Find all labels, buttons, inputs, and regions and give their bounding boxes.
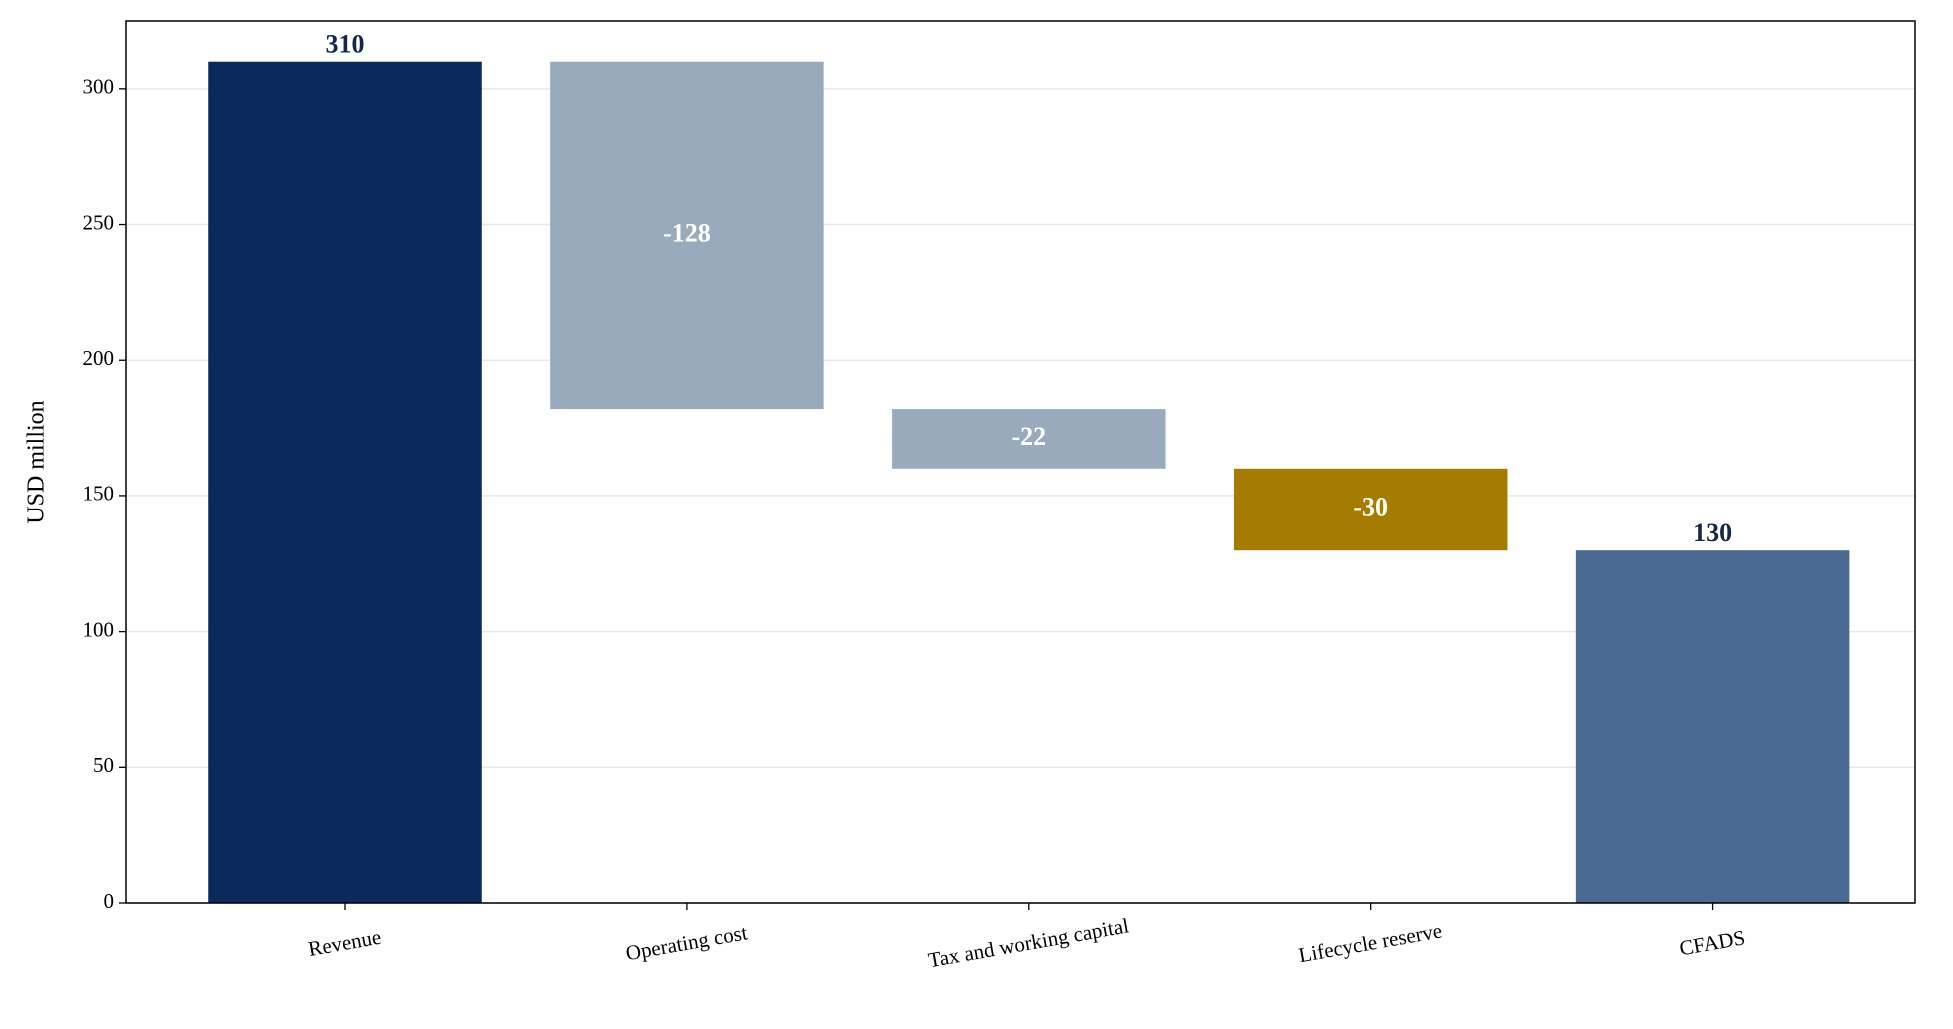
value-label: -22: [1011, 422, 1046, 451]
y-tick-label: 50: [93, 753, 114, 777]
x-tick-label: Operating cost: [624, 920, 750, 965]
y-tick-label: 250: [83, 210, 115, 234]
x-tick-label: Revenue: [306, 925, 383, 961]
y-axis-label: USD million: [24, 400, 50, 523]
y-tick-label: 0: [104, 889, 115, 913]
value-label: -128: [663, 218, 711, 247]
x-tick-label: CFADS: [1678, 925, 1747, 960]
bar: [1233, 468, 1508, 551]
plot-frame: [125, 20, 1916, 904]
value-label: 130: [1693, 518, 1732, 547]
y-tick-label: 300: [83, 75, 115, 99]
value-label: -30: [1353, 492, 1388, 521]
bar: [208, 61, 482, 903]
x-tick-label: Lifecycle reserve: [1297, 918, 1444, 967]
y-tick-label: 150: [83, 482, 115, 506]
y-tick-label: 200: [83, 346, 115, 370]
y-tick-label: 100: [83, 617, 115, 641]
bar: [550, 61, 824, 410]
bar: [1575, 550, 1850, 903]
x-tick-label: Tax and working capital: [926, 913, 1130, 972]
value-label: 310: [326, 30, 365, 59]
bar: [892, 409, 1166, 469]
